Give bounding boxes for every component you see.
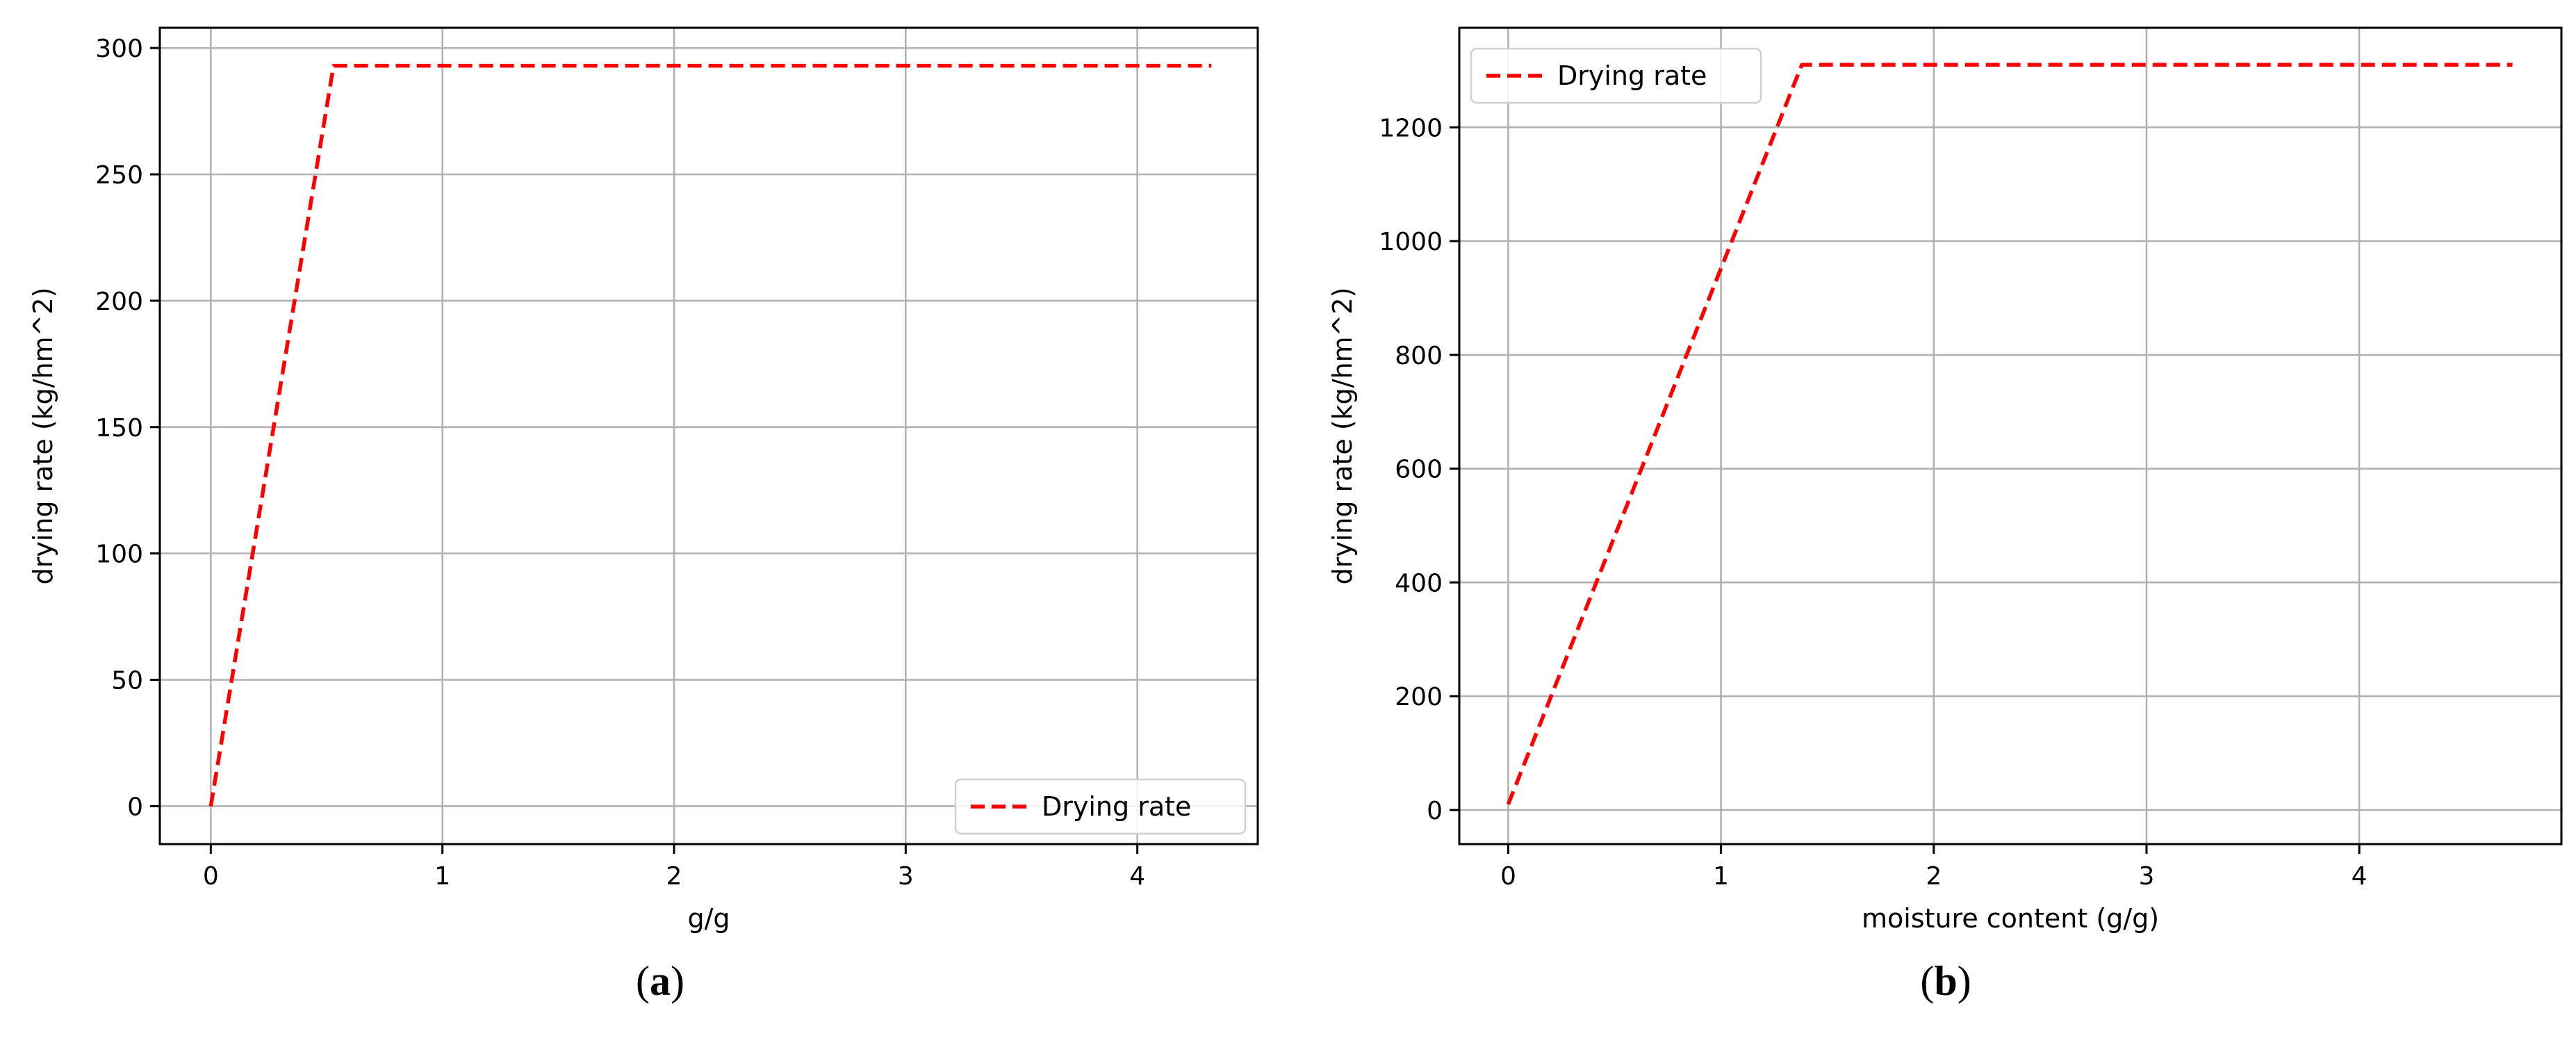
y-tick-label: 300 (95, 35, 143, 63)
axes-frame (158, 26, 1259, 845)
x-tick-label: 0 (203, 862, 219, 891)
y-tick-label: 0 (1427, 797, 1443, 825)
legend-box (954, 778, 1247, 835)
x-tick-label: 4 (1129, 862, 1145, 891)
y-tick-label: 800 (1395, 342, 1443, 370)
x-tick-label: 3 (898, 862, 914, 891)
x-tick-label: 0 (1500, 862, 1516, 891)
x-tick-label: 2 (666, 862, 682, 891)
x-tick-label: 4 (2352, 862, 2368, 891)
legend-label: Drying rate (1557, 60, 1707, 91)
y-tick-label: 150 (95, 414, 143, 443)
y-tick-label: 600 (1395, 456, 1443, 484)
y-axis-label: drying rate (kg/hm^2) (1327, 287, 1358, 584)
y-tick-label: 50 (111, 667, 143, 695)
y-tick-label: 0 (127, 793, 143, 821)
x-axis-label: moisture content (g/g) (1862, 903, 2159, 934)
panel-caption: (b) (1920, 958, 1971, 1004)
panel-caption: (a) (636, 958, 684, 1004)
x-tick-label: 1 (434, 862, 450, 891)
panel-b: 0 1 2 3 4 0 200 400 600 800 1000 1200 moisture conte… (1327, 26, 2563, 1004)
x-axis-label: g/g (687, 903, 730, 934)
y-tick-label: 1200 (1379, 114, 1443, 142)
y-tick-label: 200 (1395, 683, 1443, 711)
legend-label: Drying rate (1042, 791, 1191, 822)
series-line-drying-rate (1506, 63, 2513, 805)
y-tick-label: 400 (1395, 569, 1443, 597)
legend-box (1470, 47, 1762, 104)
y-axis-label: drying rate (kg/hm^2) (28, 287, 58, 584)
y-tick-label: 250 (95, 161, 143, 190)
x-tick-label: 3 (2139, 862, 2155, 891)
x-tick-label: 1 (1713, 862, 1729, 891)
axes-frame (1458, 26, 2563, 845)
y-tick-label: 100 (95, 540, 143, 569)
x-tick-label: 2 (1926, 862, 1942, 891)
series-line-drying-rate (208, 63, 1212, 807)
y-tick-label: 200 (95, 288, 143, 316)
y-tick-label: 1000 (1379, 228, 1443, 256)
panel-a: 0 1 2 3 4 0 50 100 150 200 250 300 g/g drying rate (k… (28, 26, 1259, 1004)
